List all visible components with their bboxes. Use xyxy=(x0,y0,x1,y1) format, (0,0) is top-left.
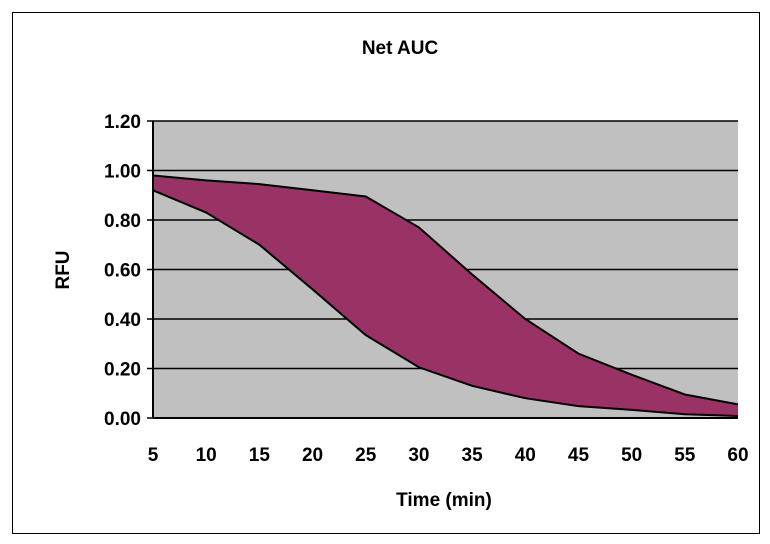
axes xyxy=(147,120,738,419)
y-tick-label: 0.20 xyxy=(104,360,141,381)
x-tick-label: 45 xyxy=(568,445,590,466)
x-tick-label: 55 xyxy=(674,445,696,466)
y-tick-label: 0.60 xyxy=(104,261,141,282)
x-tick-label: 10 xyxy=(196,445,217,466)
area-band xyxy=(153,175,738,417)
y-tick-label: 0.00 xyxy=(104,409,141,430)
y-tick-label: 0.80 xyxy=(104,211,141,232)
x-tick-label: 25 xyxy=(355,445,377,466)
y-axis-label: RFU xyxy=(53,250,74,289)
upper-series-line xyxy=(152,174,739,406)
x-tick-label: 50 xyxy=(621,445,642,466)
x-tick-label: 20 xyxy=(302,445,323,466)
x-tick-label: 40 xyxy=(515,445,536,466)
x-tick-label: 30 xyxy=(408,445,429,466)
y-tick-labels: 0.00 0.20 0.40 0.60 0.80 1.00 1.20 xyxy=(104,112,141,430)
x-tick-label: 60 xyxy=(727,445,748,466)
y-tick-label: 0.40 xyxy=(104,310,141,331)
x-tick-label: 15 xyxy=(249,445,271,466)
x-tick-labels: 5 10 15 20 25 30 35 40 45 50 55 60 xyxy=(148,445,749,466)
x-tick-label: 5 xyxy=(148,445,159,466)
y-tick-label: 1.00 xyxy=(104,162,141,183)
chart-title: Net AUC xyxy=(362,38,439,59)
y-tick-label: 1.20 xyxy=(104,112,141,133)
x-axis-label: Time (min) xyxy=(396,490,492,511)
lower-series-line xyxy=(152,189,739,418)
area-band-group xyxy=(152,174,739,418)
x-tick-label: 35 xyxy=(462,445,484,466)
